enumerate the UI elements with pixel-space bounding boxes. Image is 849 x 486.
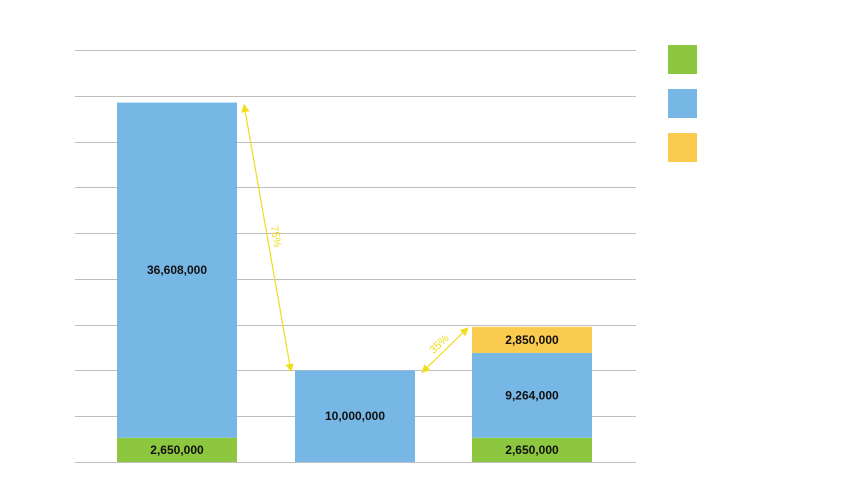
bar-segment [472, 437, 592, 462]
data-label: 36,608,000 [147, 263, 207, 277]
legend-swatch [668, 133, 697, 162]
legend-swatch [668, 45, 697, 74]
bar-segment [295, 370, 415, 462]
bars: 2,650,000 36,608,000 10,000,000 2,650,000 9,… [117, 102, 592, 462]
legend-swatch [668, 89, 697, 118]
legend [668, 45, 697, 162]
annotation-label: 75% [268, 225, 284, 249]
annotation-arrow [421, 327, 469, 374]
bar-segment [472, 326, 592, 353]
bar-segment [117, 437, 237, 462]
data-label: 2,650,000 [150, 443, 204, 457]
annotation-arrow [241, 103, 294, 373]
annotation-label: 35% [427, 332, 451, 356]
annotations: 75% 35% [241, 103, 469, 374]
bar-segment [472, 352, 592, 438]
bar-segment [117, 102, 237, 438]
data-label: 9,264,000 [505, 388, 559, 402]
data-label: 10,000,000 [325, 409, 385, 423]
data-label: 2,650,000 [505, 443, 559, 457]
data-label: 2,850,000 [505, 333, 559, 347]
